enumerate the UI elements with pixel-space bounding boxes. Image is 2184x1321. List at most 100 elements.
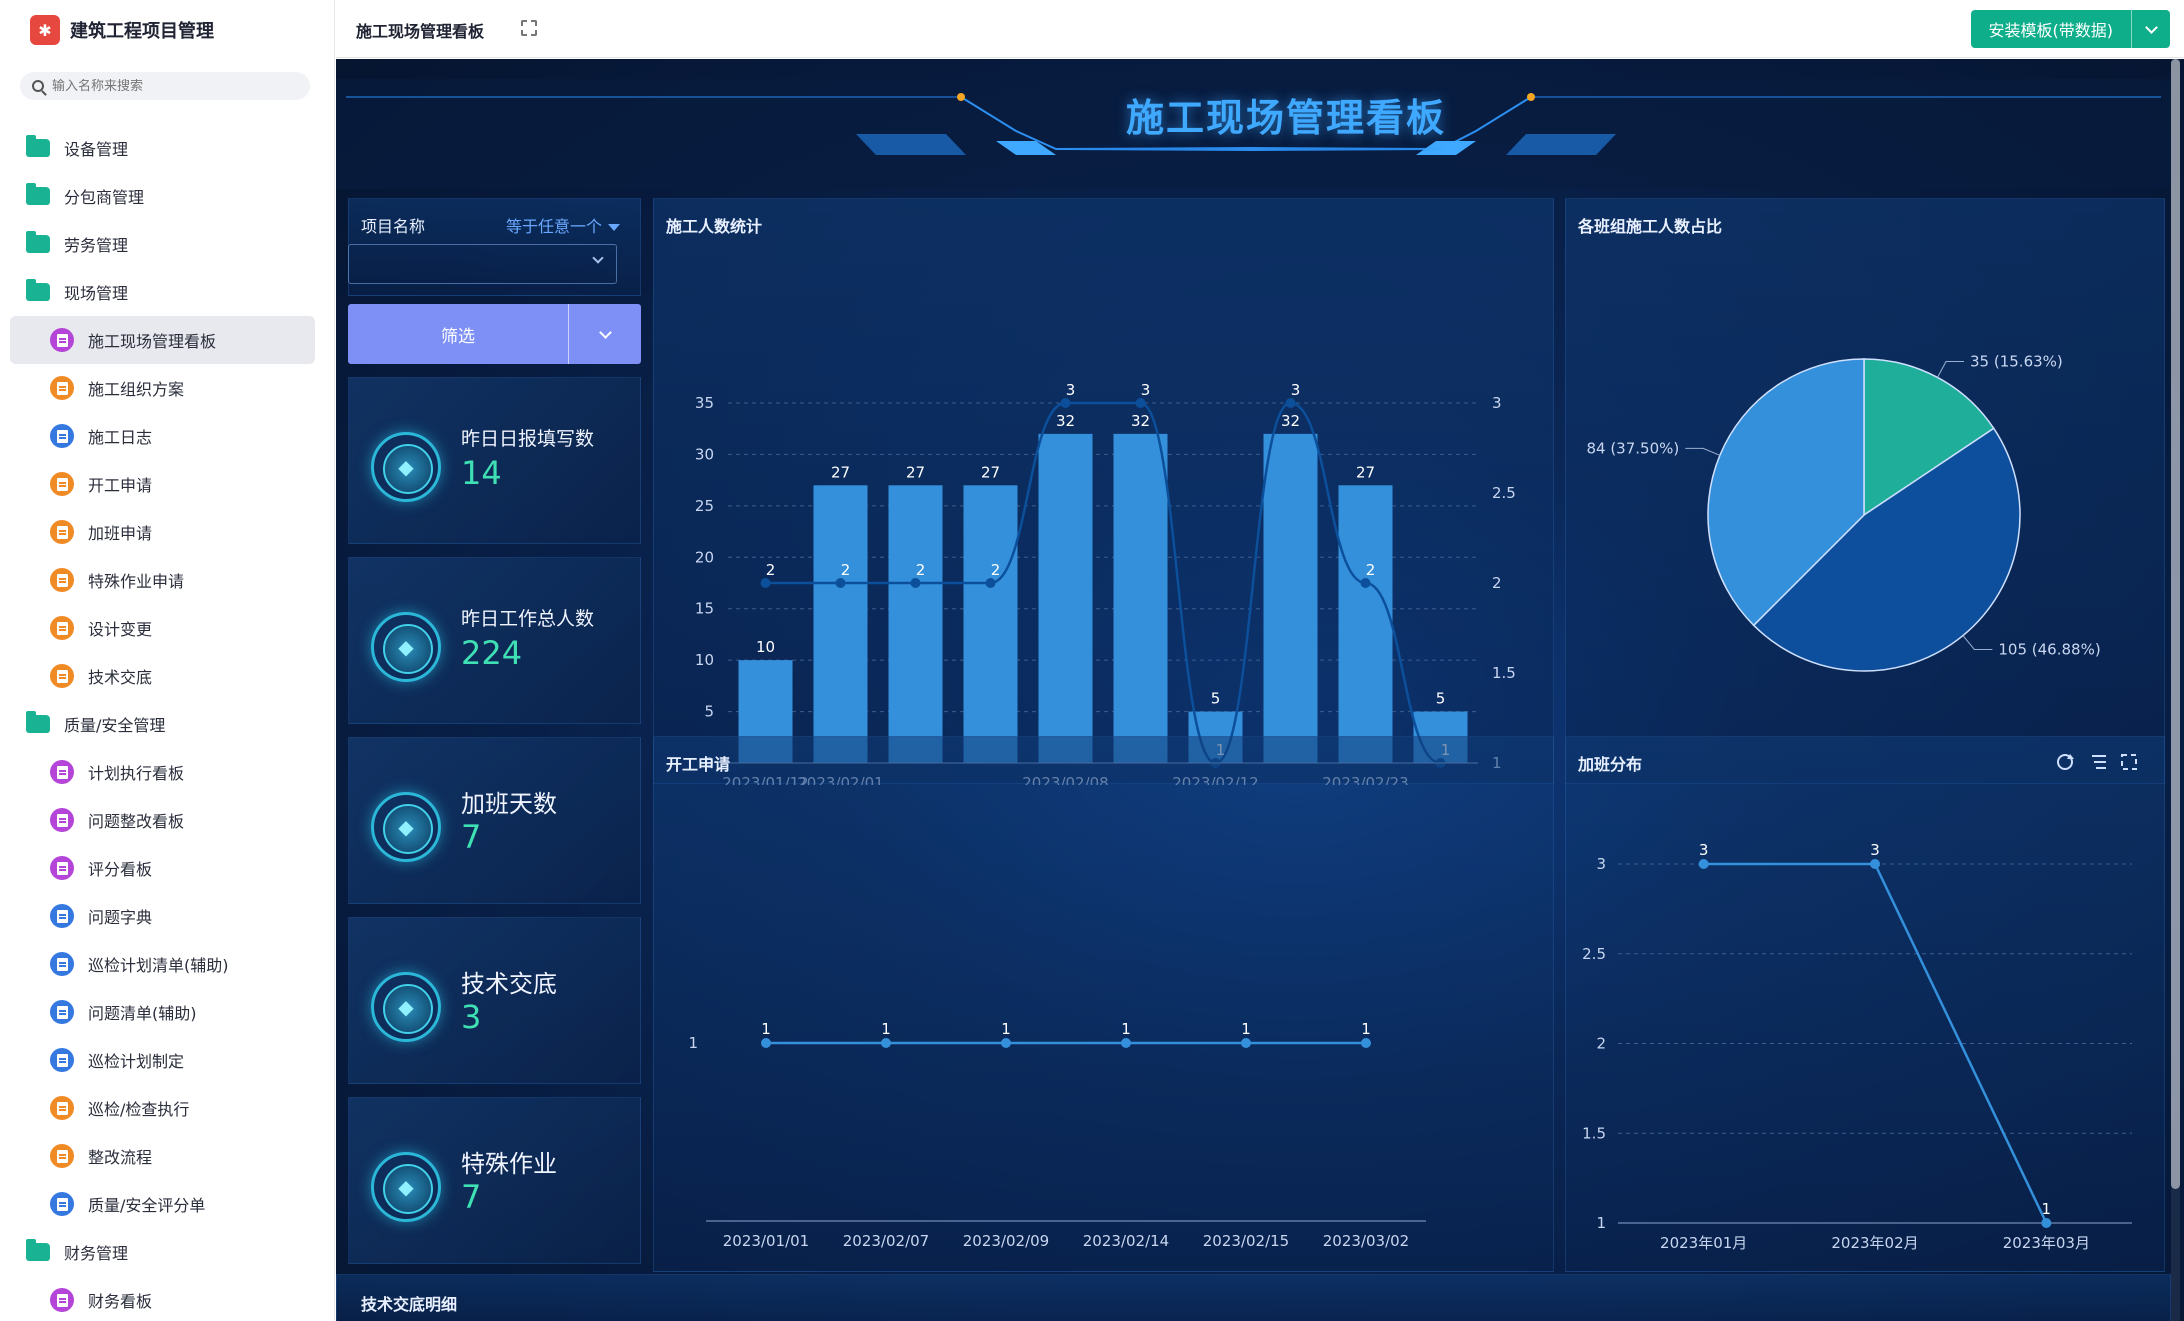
scrollbar-thumb[interactable] [2171, 59, 2180, 1189]
stat-label: 特殊作业 [461, 1150, 557, 1178]
page-icon [50, 376, 74, 400]
install-template-label[interactable]: 安装模板(带数据) [1971, 10, 2132, 48]
x-tick-label: 2023年02月 [1831, 1234, 1918, 1252]
sidebar-item[interactable]: 评分看板 [10, 844, 315, 892]
y2-tick-label: 2 [1492, 574, 1502, 592]
sidebar-item[interactable]: 问题整改看板 [10, 796, 315, 844]
page-icon [50, 808, 74, 832]
sidebar-item[interactable]: 技术交底 [10, 652, 315, 700]
line-point [1361, 1038, 1371, 1048]
page-icon [50, 472, 74, 496]
line-point [760, 578, 771, 588]
point-value-label: 1 [1001, 1020, 1011, 1038]
sidebar-group[interactable]: 劳务管理 [10, 220, 315, 268]
search-input[interactable] [52, 78, 292, 94]
sidebar-item[interactable]: 财务看板 [10, 1276, 315, 1321]
filter-button[interactable]: 筛选 [348, 304, 641, 364]
bar [813, 485, 868, 763]
sidebar-item[interactable]: 巡检计划制定 [10, 1036, 315, 1084]
y-tick-label: 3 [1596, 855, 1606, 873]
app-name: 建筑工程项目管理 [70, 21, 214, 42]
page-icon [50, 616, 74, 640]
fullscreen-icon[interactable] [2121, 754, 2137, 770]
sidebar-item-label: 质量/安全评分单 [88, 1196, 206, 1215]
tech-detail-panel: 技术交底明细 [336, 1274, 2171, 1321]
refresh-icon[interactable] [2057, 754, 2074, 770]
sidebar-item-label: 评分看板 [88, 860, 153, 879]
point-value-label: 3 [1699, 841, 1709, 859]
brand[interactable]: ✱ 建筑工程项目管理 [30, 14, 214, 46]
install-dropdown-button[interactable] [2132, 10, 2170, 48]
sort-icon[interactable] [2092, 755, 2106, 769]
point-value-label: 1 [761, 1020, 771, 1038]
line-point [1241, 1038, 1251, 1048]
point-value-label: 1 [1241, 1020, 1251, 1038]
sidebar-item[interactable]: 整改流程 [10, 1132, 315, 1180]
sidebar-item[interactable]: 问题字典 [10, 892, 315, 940]
sidebar-item[interactable]: 计划执行看板 [10, 748, 315, 796]
sidebar-item[interactable]: 开工申请 [10, 460, 315, 508]
line-point [1698, 859, 1709, 869]
dashboard-scrollbar[interactable] [2171, 59, 2180, 1321]
sidebar-item-label: 开工申请 [88, 476, 153, 495]
sidebar-item-label: 问题清单(辅助) [88, 1004, 197, 1023]
filter-operator-dropdown[interactable]: 等于任意一个 [506, 213, 620, 237]
folder-icon [26, 279, 50, 301]
page-title: 施工现场管理看板 [356, 22, 485, 41]
topbar: 施工现场管理看板 安装模板(带数据) [336, 0, 2184, 58]
sidebar-group[interactable]: 质量/安全管理 [10, 700, 315, 748]
page-icon [50, 904, 74, 928]
install-template-button[interactable]: 安装模板(带数据) [1970, 10, 2170, 48]
sidebar-item[interactable]: 巡检计划清单(辅助) [10, 940, 315, 988]
panel-title: 技术交底明细 [361, 1295, 458, 1314]
panel-title: 各班组施工人数占比 [1578, 217, 1723, 236]
y2-tick-label: 2.5 [1492, 484, 1516, 502]
bar [1038, 433, 1093, 763]
dashboard-title: 施工现场管理看板 [1125, 96, 1446, 140]
stat-card: 昨日工作总人数 224 [348, 557, 641, 724]
sidebar-item[interactable]: 问题清单(辅助) [10, 988, 315, 1036]
page-icon [50, 1096, 74, 1120]
sidebar-item-label: 施工日志 [88, 428, 153, 447]
series-line [765, 401, 1441, 765]
sidebar-item[interactable]: 施工组织方案 [10, 364, 315, 412]
sidebar-item-label: 现场管理 [64, 284, 129, 303]
filter-dropdown-button[interactable] [569, 304, 641, 364]
sidebar-item-label: 巡检计划制定 [88, 1052, 185, 1071]
bar-value-label: 27 [906, 463, 925, 481]
sidebar-item-label: 加班申请 [88, 524, 153, 543]
sidebar-item[interactable]: 设计变更 [10, 604, 315, 652]
project-select[interactable] [348, 244, 617, 284]
filter-button-label[interactable]: 筛选 [348, 304, 569, 364]
line-point [2041, 1218, 2052, 1228]
dashboard-header-decoration [336, 79, 2171, 189]
sidebar-item[interactable]: 巡检/检查执行 [10, 1084, 315, 1132]
sidebar-group[interactable]: 财务管理 [10, 1228, 315, 1276]
diamond-icon [371, 612, 441, 682]
sidebar-group[interactable]: 设备管理 [10, 124, 315, 172]
sidebar-item[interactable]: 施工日志 [10, 412, 315, 460]
sidebar-item[interactable]: 质量/安全评分单 [10, 1180, 315, 1228]
y-tick-label: 2 [1596, 1035, 1606, 1053]
line-point [985, 578, 996, 588]
sidebar-group[interactable]: 分包商管理 [10, 172, 315, 220]
stat-label: 技术交底 [461, 970, 557, 998]
dashboard: 施工现场管理看板 项目名称 等于任意一个 筛选 昨日日报填写数 14 昨日工作总… [336, 59, 2184, 1321]
point-value-label: 1 [2042, 1200, 2052, 1218]
y-tick-label: 25 [695, 497, 714, 515]
page-icon [50, 328, 74, 352]
sidebar-item[interactable]: 施工现场管理看板 [10, 316, 315, 364]
page-icon [50, 1000, 74, 1024]
sidebar-item[interactable]: 加班申请 [10, 508, 315, 556]
panel-title: 施工人数统计 [666, 217, 763, 236]
sidebar-item[interactable]: 特殊作业申请 [10, 556, 315, 604]
point-value-label: 1 [1361, 1020, 1371, 1038]
stat-card: 加班天数 7 [348, 737, 641, 904]
y-tick-label: 2.5 [1582, 945, 1606, 963]
pie-slice-label: 35 (15.63%) [1970, 353, 2063, 371]
overtime-panel: 加班分布 1 1.5 2 2.5 3 3 2023年01月 3 2023年02月 1 2023年03… [1565, 736, 2165, 1272]
page-icon [50, 1144, 74, 1168]
sidebar-group[interactable]: 现场管理 [10, 268, 315, 316]
sidebar-item-label: 巡检/检查执行 [88, 1100, 190, 1119]
fullscreen-icon[interactable] [521, 20, 537, 36]
